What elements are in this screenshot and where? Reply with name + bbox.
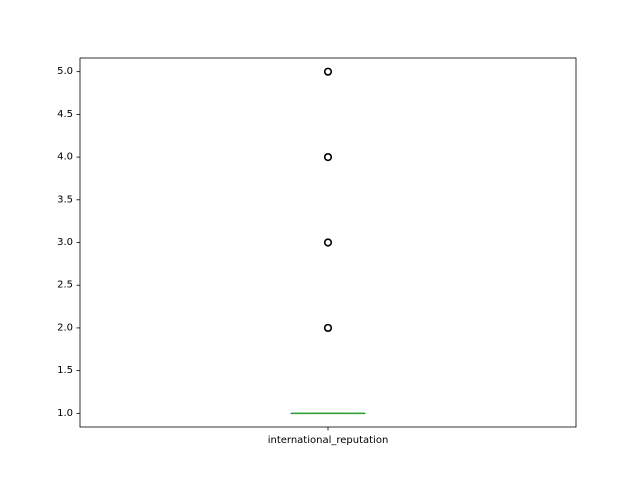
box-series bbox=[290, 67, 366, 415]
y-tick-label: 2.0 bbox=[57, 322, 73, 333]
y-tick-label: 1.5 bbox=[57, 365, 73, 376]
flier-point bbox=[323, 238, 333, 247]
plot-frame bbox=[79, 57, 577, 428]
y-tick-label: 4.0 bbox=[57, 152, 73, 163]
flier-point bbox=[323, 152, 333, 162]
y-tick-label: 2.5 bbox=[57, 280, 73, 291]
y-tick-label: 4.5 bbox=[57, 109, 73, 120]
x-tick-label: international_reputation bbox=[268, 435, 389, 446]
flier-point bbox=[323, 67, 333, 76]
y-tick-label: 3.5 bbox=[57, 194, 73, 205]
y-axis-ticks: 1.0 1.5 2.0 2.5 3.0 3.5 4.0 4.5 5.0 bbox=[57, 66, 80, 419]
plot-area bbox=[80, 58, 576, 427]
y-tick-label: 3.0 bbox=[57, 237, 73, 248]
y-tick-label: 1.0 bbox=[57, 408, 73, 419]
y-tick-label: 5.0 bbox=[57, 66, 73, 77]
flier-point bbox=[323, 323, 333, 333]
x-axis-ticks: international_reputation bbox=[268, 427, 389, 446]
